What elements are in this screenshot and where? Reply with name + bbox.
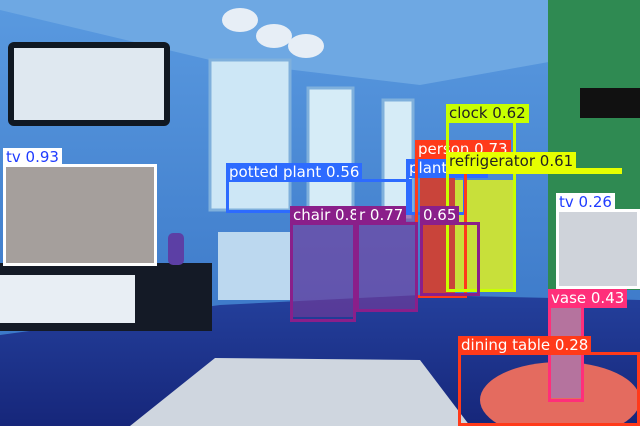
detection-label: tv 0.26 (556, 193, 615, 212)
chair (292, 215, 356, 317)
detection-chair: 0.65 (420, 206, 480, 296)
tv-right (556, 210, 638, 286)
ceiling-lamp (222, 8, 258, 32)
detection-label: chair 0.87 (290, 206, 372, 225)
chair (358, 215, 416, 310)
detection-label: 0.65 (420, 206, 460, 225)
detection-label: vase 0.43 (548, 289, 628, 308)
tv-console-drawer (0, 275, 135, 323)
detection-label: dining table 0.28 (458, 336, 592, 355)
tv (5, 166, 155, 264)
detection-chair: chair 0.87 (290, 206, 372, 322)
detection-label: r 0.77 (356, 206, 407, 225)
rug (130, 358, 470, 426)
window-left (208, 58, 292, 212)
detection-chair: r 0.77 (356, 206, 418, 312)
ceiling-lamp (288, 34, 324, 58)
detection-label: refrigerator 0.61 (446, 152, 577, 171)
detection-refrigerator: refrigerator 0.61 (446, 152, 622, 174)
detection-dining-table: dining table 0.28 (458, 336, 640, 426)
detection-tv: tv 0.93 (3, 148, 157, 266)
window-middle (306, 86, 355, 220)
dark-panel (580, 88, 640, 118)
refrigerator (448, 180, 513, 290)
detection-label: tv 0.93 (3, 148, 62, 167)
person (420, 160, 455, 295)
vase-purple (168, 233, 184, 265)
detection-label: potted plant 0.56 (226, 163, 363, 182)
detection-tv-right: tv 0.26 (556, 193, 640, 289)
radiator (218, 232, 293, 300)
wall-cabinet-front (14, 48, 164, 120)
ceiling-lamp (256, 24, 292, 48)
detection-potted-plant: potted plant 0.56 (226, 163, 412, 213)
detection-label: clock 0.62 (446, 104, 529, 123)
